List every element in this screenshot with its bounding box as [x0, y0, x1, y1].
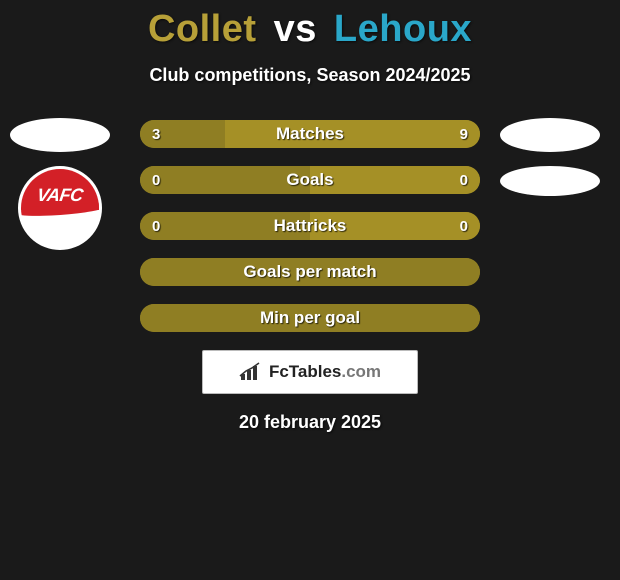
stat-bar-left-value: 0 [152, 166, 160, 194]
player2-name: Lehoux [334, 8, 472, 50]
stat-bar-right-value: 0 [460, 166, 468, 194]
brand-box: FcTables.com [202, 350, 418, 394]
vs-separator: vs [274, 8, 317, 50]
comparison-title: Collet vs Lehoux [0, 0, 620, 51]
player2-club-placeholder [500, 166, 600, 196]
player1-name: Collet [148, 8, 257, 50]
player2-avatar-placeholder [500, 118, 600, 152]
club-logo-text: VAFC [36, 185, 85, 206]
stat-bar-left-value: 3 [152, 120, 160, 148]
stat-bar-row: Matches3 9 [140, 120, 480, 148]
left-avatar-column: VAFC [10, 118, 110, 250]
stat-bar-label: Goals [140, 166, 480, 194]
stat-bar-label: Goals per match [140, 258, 480, 286]
stat-bar-row: Hattricks0 0 [140, 212, 480, 240]
stat-bar-label: Hattricks [140, 212, 480, 240]
stat-bar-label: Min per goal [140, 304, 480, 332]
stat-bar-row: Min per goal [140, 304, 480, 332]
stat-bar-right-value: 9 [460, 120, 468, 148]
stat-bar-row: Goals per match [140, 258, 480, 286]
right-avatar-column [490, 118, 610, 196]
date-text: 20 february 2025 [0, 412, 620, 433]
stat-bar-row: Goals0 0 [140, 166, 480, 194]
player1-avatar-placeholder [10, 118, 110, 152]
comparison-bars: Matches39Goals00Hattricks00Goals per mat… [140, 120, 480, 332]
stat-bar-label: Matches [140, 120, 480, 148]
player1-club-logo: VAFC [18, 166, 102, 250]
subtitle-text: Club competitions, Season 2024/2025 [0, 65, 620, 86]
stat-bar-right-value: 0 [460, 212, 468, 240]
bars-chart-icon [239, 362, 263, 382]
brand-name: FcTables.com [269, 362, 381, 382]
stat-bar-left-value: 0 [152, 212, 160, 240]
